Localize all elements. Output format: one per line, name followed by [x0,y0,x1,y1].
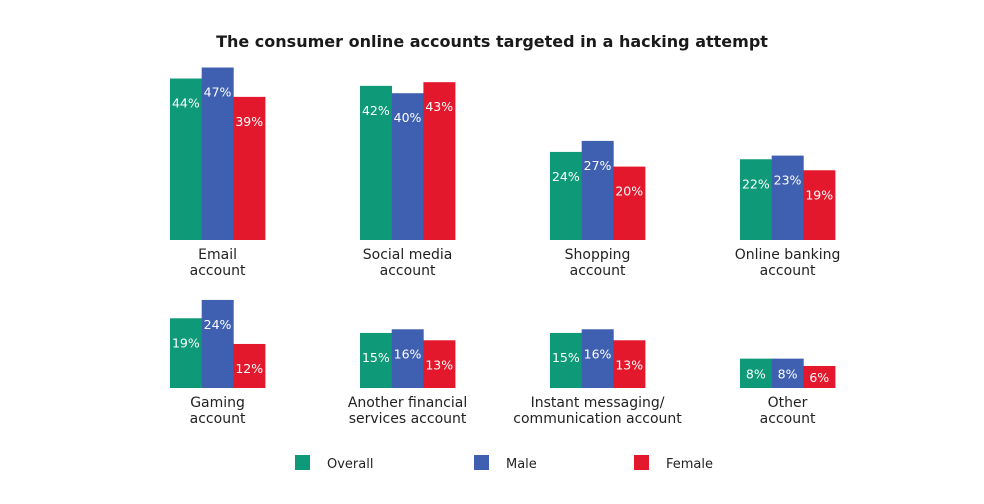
legend-item-male: Male [474,455,537,472]
bar-female [423,340,456,388]
category-group: 15% 16%13% Instant messaging/communication… [513,329,682,427]
bar-male [581,140,614,240]
legend-label: Overall [327,457,373,472]
data-label: 47% [204,85,232,100]
category-label: Another financial [348,395,467,411]
bar-male [391,93,424,240]
data-label: 44% [172,96,200,111]
category-label: Social media [363,247,453,263]
bar-female [233,96,266,241]
bar-female [233,343,266,388]
data-label: 22% [742,176,770,191]
bar-female [803,365,836,388]
bar-male [581,329,614,388]
bar-male [201,299,234,388]
data-label: 24% [552,169,580,184]
category-label: account [380,263,436,279]
category-label: Other [768,395,808,411]
data-label: 16% [584,346,612,361]
category-label: account [190,411,246,427]
bar-female [803,170,836,240]
bar-female [423,82,456,240]
bar-female [613,340,646,388]
bar-overall [740,159,772,240]
legend-item-overall: Overall [295,455,373,472]
data-label: 8% [778,366,798,381]
category-label: Online banking [735,247,841,263]
data-label: 15% [552,350,580,365]
legend-swatch [634,455,649,470]
data-label: 15% [362,350,390,365]
data-label: 16% [394,346,422,361]
data-label: 20% [615,184,643,199]
data-label: 23% [774,173,802,188]
data-label: 24% [204,317,232,332]
category-label: Shopping [565,247,631,263]
legend: Overall Male Female [295,455,713,472]
data-label: 13% [615,357,643,372]
category-label: account [760,263,816,279]
data-label: 42% [362,103,390,118]
bar-female [613,166,646,240]
data-label: 43% [425,99,453,114]
legend-label: Female [666,457,713,472]
legend-label: Male [506,457,537,472]
data-label: 19% [172,335,200,350]
bar-overall [740,358,772,388]
bar-overall [170,318,202,388]
bar-male [391,329,424,388]
category-label: account [570,263,626,279]
chart-title: The consumer online accounts targeted in… [216,32,768,51]
category-label: services account [349,411,467,427]
data-label: 13% [425,357,453,372]
bar-male [201,67,234,240]
data-label: 19% [805,187,833,202]
legend-swatch [474,455,489,470]
data-label: 27% [584,158,612,173]
category-label: Gaming [190,395,245,411]
data-label: 39% [235,114,263,129]
bar-overall [170,78,202,241]
bar-overall [550,151,582,240]
data-label: 6% [809,370,829,385]
bar-male [771,155,804,240]
category-label: Email [198,247,237,263]
bar-overall [360,85,392,240]
data-label: 12% [235,361,263,376]
bar-overall [550,332,582,388]
category-label: account [190,263,246,279]
category-label: account [760,411,816,427]
legend-swatch [295,455,310,470]
category-label: Instant messaging/ [531,395,665,411]
data-label: 8% [746,366,766,381]
bar-overall [360,332,392,388]
category-label: communication account [513,411,682,427]
bar-male [771,358,804,388]
legend-item-female: Female [634,455,713,472]
data-label: 40% [394,110,422,125]
